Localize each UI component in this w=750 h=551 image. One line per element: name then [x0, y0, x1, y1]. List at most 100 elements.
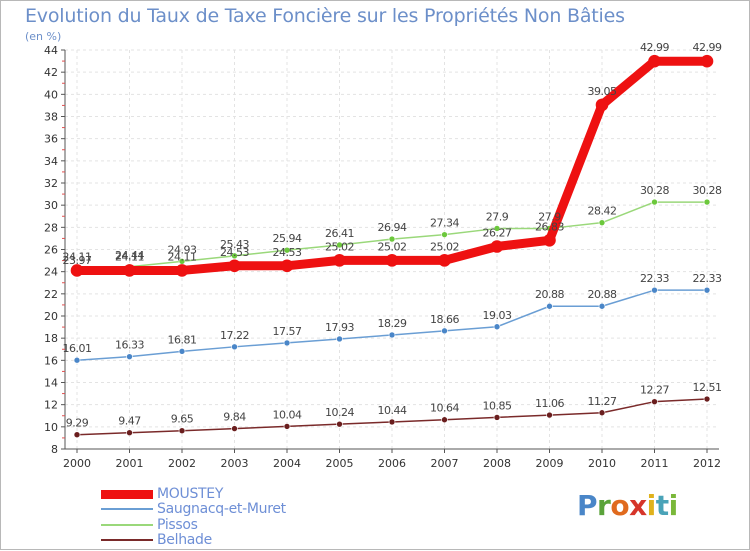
data-label-pissos: 27.9: [538, 210, 561, 223]
data-point-moustey: [490, 240, 504, 253]
data-point-belhade: [598, 409, 606, 417]
data-label-saugnacq-et-muret: 22.33: [640, 272, 669, 285]
data-point-belhade: [493, 414, 501, 421]
legend-item-moustey: MOUSTEY: [101, 486, 223, 502]
legend-label-belhade: Belhade: [157, 532, 212, 548]
legend-item-pissos: Pissos: [101, 517, 198, 533]
logo-letter: x: [629, 489, 647, 522]
legend-swatch-saugnacq: [101, 508, 153, 510]
data-point-saugnacq-et-muret: [651, 286, 658, 294]
x-tick-label: 2012: [693, 457, 721, 470]
y-tick-label: 24: [44, 266, 58, 279]
data-point-moustey: [385, 254, 399, 267]
data-label-belhade: 9.84: [223, 411, 246, 424]
data-point-belhade: [441, 416, 448, 424]
legend-item-belhade: Belhade: [101, 532, 212, 548]
y-tick-label: 22: [44, 288, 58, 301]
data-label-pissos: 23.97: [63, 254, 92, 267]
data-point-moustey: [175, 264, 189, 277]
y-tick-label: 42: [44, 66, 58, 79]
data-label-belhade: 10.24: [325, 406, 354, 419]
x-tick-label: 2002: [168, 457, 196, 470]
data-point-moustey: [700, 54, 714, 68]
data-point-belhade: [73, 431, 81, 439]
data-point-belhade: [703, 395, 711, 403]
data-label-saugnacq-et-muret: 17.57: [273, 325, 302, 338]
data-label-belhade: 10.85: [483, 399, 512, 412]
data-point-pissos: [441, 231, 448, 238]
data-label-saugnacq-et-muret: 22.33: [693, 272, 722, 285]
data-label-belhade: 11.06: [535, 397, 564, 410]
data-point-pissos: [651, 198, 658, 206]
data-label-moustey: 25.02: [325, 240, 354, 253]
data-label-belhade: 9.29: [66, 417, 89, 430]
data-label-pissos: 27.9: [486, 210, 509, 223]
data-label-pissos: 24.44: [115, 249, 144, 262]
data-point-belhade: [651, 398, 658, 405]
data-point-saugnacq-et-muret: [283, 339, 291, 347]
legend-swatch-belhade: [101, 539, 153, 541]
legend-item-saugnacq: Saugnacq-et-Muret: [101, 501, 286, 517]
data-point-saugnacq-et-muret: [231, 343, 238, 351]
data-label-belhade: 9.65: [171, 413, 194, 426]
data-label-saugnacq-et-muret: 19.03: [483, 309, 512, 322]
data-label-pissos: 30.28: [640, 184, 669, 197]
x-tick-label: 2010: [588, 457, 616, 470]
data-label-moustey: 25.02: [430, 240, 459, 253]
y-tick-label: 26: [44, 244, 58, 257]
logo-letter: i: [646, 489, 657, 522]
data-label-saugnacq-et-muret: 18.66: [430, 313, 459, 326]
legend-swatch-pissos: [101, 524, 153, 526]
data-point-moustey: [70, 264, 84, 277]
x-tick-label: 2007: [431, 457, 459, 470]
x-tick-label: 2011: [641, 457, 669, 470]
y-tick-label: 32: [44, 177, 58, 190]
x-tick-label: 2003: [221, 457, 249, 470]
data-point-belhade: [126, 429, 133, 437]
x-tick-label: 2008: [483, 457, 511, 470]
data-label-belhade: 10.04: [273, 408, 302, 421]
data-label-pissos: 24.93: [168, 243, 197, 256]
data-point-belhade: [178, 427, 186, 435]
data-label-belhade: 12.27: [640, 384, 669, 397]
data-label-pissos: 27.34: [430, 217, 459, 230]
x-tick-label: 2005: [326, 457, 354, 470]
y-tick-label: 36: [44, 133, 58, 146]
data-point-belhade: [388, 418, 396, 426]
legend-swatch-moustey: [101, 489, 153, 499]
unit-label: (en %): [25, 30, 62, 43]
data-point-moustey: [333, 254, 346, 267]
y-tick-label: 38: [44, 111, 58, 124]
data-label-saugnacq-et-muret: 17.93: [325, 321, 354, 334]
legend-label-moustey: MOUSTEY: [157, 486, 224, 502]
data-label-saugnacq-et-muret: 20.88: [588, 288, 617, 301]
proxiti-logo: Proxiti: [577, 489, 678, 522]
data-label-moustey: 24.53: [220, 246, 249, 259]
data-label-pissos: 26.94: [378, 221, 407, 234]
data-label-moustey: 25.02: [378, 240, 407, 253]
chart-title: Evolution du Taux de Taxe Foncière sur l…: [25, 5, 625, 27]
data-label-moustey: 24.11: [168, 250, 197, 263]
data-label-moustey: 26.83: [535, 220, 564, 233]
legend-label-saugnacq: Saugnacq-et-Muret: [157, 501, 286, 517]
data-point-pissos: [703, 198, 711, 206]
data-label-moustey: 39.05: [588, 85, 617, 98]
data-label-pissos: 28.42: [588, 205, 617, 218]
data-point-saugnacq-et-muret: [73, 356, 81, 364]
y-tick-label: 20: [44, 310, 58, 323]
data-label-belhade: 10.44: [378, 404, 407, 417]
data-label-saugnacq-et-muret: 16.33: [115, 339, 144, 352]
data-point-moustey: [543, 234, 556, 247]
data-label-belhade: 11.27: [588, 395, 617, 408]
data-point-moustey: [648, 54, 661, 68]
x-tick-label: 2000: [63, 457, 91, 470]
data-label-saugnacq-et-muret: 17.22: [220, 329, 249, 342]
data-label-moustey: 42.99: [640, 41, 669, 54]
data-label-moustey: 24.11: [63, 250, 92, 263]
y-tick-label: 8: [51, 443, 58, 456]
data-point-saugnacq-et-muret: [441, 327, 448, 335]
data-label-pissos: 25.94: [273, 232, 302, 245]
data-label-belhade: 9.47: [118, 415, 141, 428]
y-tick-label: 12: [44, 399, 58, 412]
